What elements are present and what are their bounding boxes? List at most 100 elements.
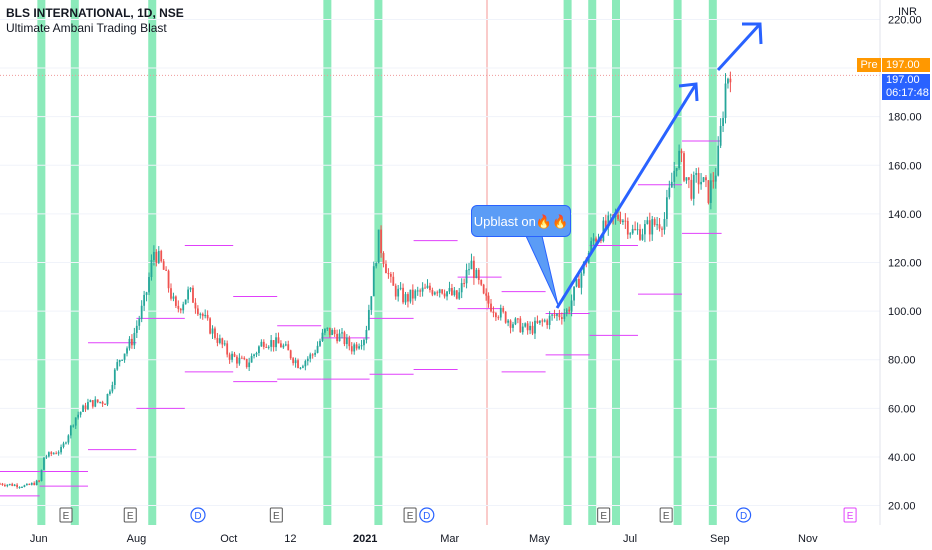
candle-body (160, 250, 163, 262)
candle-body (700, 181, 702, 185)
candle-body (377, 229, 380, 264)
candle-body (8, 483, 11, 485)
candle-body (729, 78, 732, 83)
candle-body (11, 483, 14, 486)
candle-body (18, 487, 21, 489)
candle-body (23, 485, 26, 487)
x-tick-label: 12 (284, 533, 296, 545)
candle-body (25, 483, 28, 486)
candle-body (687, 177, 690, 180)
candle-body (228, 354, 231, 360)
candle-body (433, 292, 436, 295)
trend-arrow-head (678, 82, 699, 102)
candle-body (21, 486, 23, 488)
candle-body (722, 117, 724, 126)
candle-body (482, 284, 485, 294)
candle-body (355, 344, 358, 349)
candle-body (560, 317, 563, 320)
candle-body (179, 308, 182, 311)
candle-body (497, 317, 500, 319)
candle-body (492, 311, 495, 314)
candle-body (221, 338, 224, 345)
candle-body (607, 215, 610, 228)
candle-body (87, 402, 89, 410)
candle-body (336, 333, 339, 342)
candle-body (504, 311, 507, 323)
candle-body (314, 352, 317, 355)
candle-body (673, 170, 676, 182)
candle-body (302, 366, 304, 368)
candle-body (270, 340, 273, 347)
candle-body (309, 354, 312, 359)
y-tick-label: 60.00 (888, 403, 916, 415)
candle-body (424, 287, 426, 289)
candle-body (167, 270, 170, 289)
candle-body (13, 484, 16, 486)
candle-body (604, 220, 607, 228)
candle-body (182, 304, 185, 311)
candle-body (407, 294, 409, 302)
candle-body (477, 269, 480, 280)
candle-body (353, 344, 356, 352)
candle-body (194, 302, 197, 309)
earnings-marker-label: E (663, 511, 670, 522)
candle-body (595, 238, 597, 242)
candle-body (426, 285, 429, 288)
candle-body (575, 278, 578, 287)
trend-arrow-line (555, 83, 698, 309)
indicator-title[interactable]: Ultimate Ambani Trading Blast (6, 21, 167, 35)
candle-body (218, 338, 221, 343)
candle-body (656, 224, 659, 226)
candle-body (138, 318, 141, 326)
candle-body (468, 269, 470, 271)
candle-body (727, 78, 729, 84)
last-price-tag: 197.00 06:17:48 (882, 74, 930, 100)
candle-body (714, 175, 717, 182)
symbol-title[interactable]: BLS INTERNATIONAL, 1D, NSE (6, 6, 184, 20)
candle-body (297, 360, 299, 368)
earnings-marker (269, 507, 283, 523)
candle-body (262, 341, 265, 347)
candle-body (47, 452, 50, 457)
upblast-callout[interactable]: Upblast on🔥🔥 (471, 205, 571, 237)
candle-body (69, 425, 72, 436)
candle-body (84, 405, 87, 410)
candle-body (201, 313, 204, 317)
candle-body (411, 289, 414, 299)
candle-body (675, 167, 678, 171)
candle-body (565, 309, 568, 314)
currency-label[interactable]: INR (898, 6, 917, 18)
candle-body (709, 180, 712, 203)
candle-body (670, 181, 673, 188)
candle-body (275, 337, 277, 348)
x-tick-label: Jul (623, 533, 637, 545)
candle-body (350, 346, 353, 352)
candle-body (526, 323, 529, 331)
candle-body (45, 456, 48, 458)
earnings-marker-label: E (273, 511, 280, 522)
y-tick-label: 120.00 (888, 258, 922, 270)
x-axis: Jun Aug Oct 12 2021 Mar May Jul Sep Nov (30, 533, 818, 545)
candle-body (152, 251, 155, 261)
candle-body (316, 345, 319, 353)
candle-body (363, 339, 365, 346)
earnings-marker (59, 507, 73, 523)
candle-body (55, 453, 58, 455)
candle-body (695, 173, 698, 175)
earnings-marker-label: E (847, 511, 854, 522)
candle-body (204, 314, 207, 317)
candle-body (668, 187, 671, 198)
candle-body (463, 283, 466, 285)
candle-body (109, 391, 111, 394)
candle-body (91, 400, 94, 407)
candle-body (541, 320, 544, 322)
candle-body (206, 314, 209, 319)
candle-body (692, 174, 695, 199)
candle-body (431, 290, 434, 295)
candle-body (453, 290, 456, 296)
candle-body (639, 229, 641, 240)
candle-body (402, 287, 404, 303)
candle-body (548, 315, 551, 326)
x-tick-label: Aug (127, 533, 147, 545)
